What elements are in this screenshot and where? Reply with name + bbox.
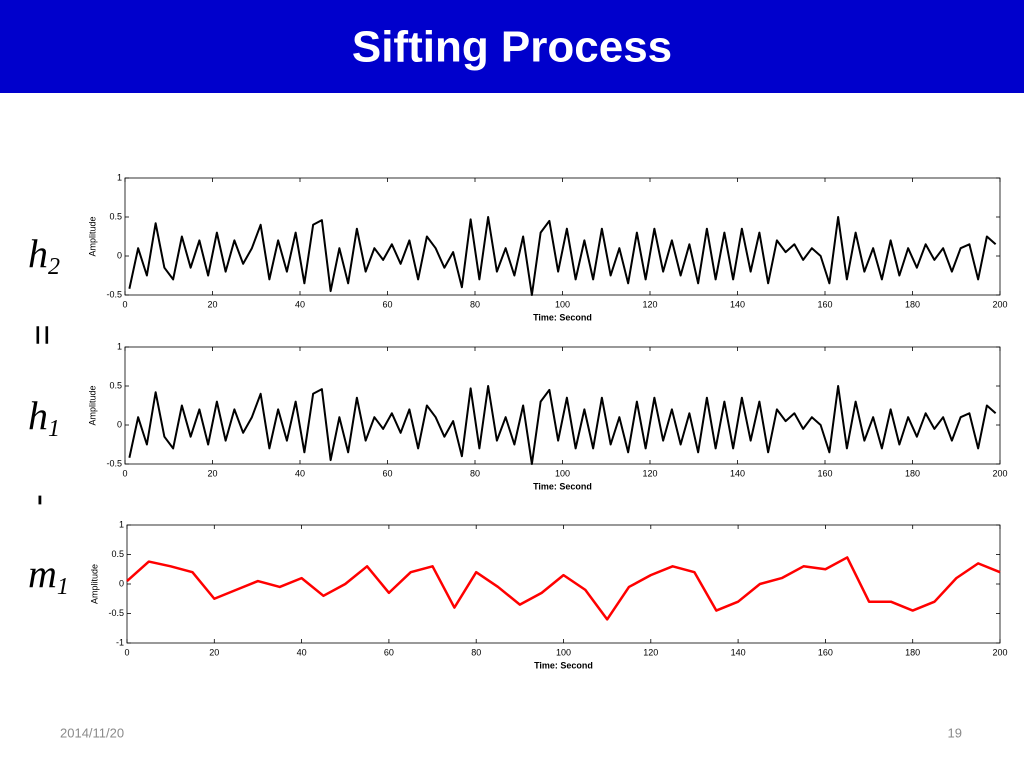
label-base: h bbox=[28, 393, 48, 438]
x-tick-label: 200 bbox=[992, 647, 1007, 657]
data-line bbox=[128, 216, 997, 296]
slide-page: 19 bbox=[948, 725, 962, 740]
x-tick-label: 180 bbox=[905, 468, 920, 478]
x-tick-label: 140 bbox=[730, 299, 745, 309]
y-tick-label: -0.5 bbox=[106, 289, 122, 299]
x-tick-label: 20 bbox=[209, 647, 219, 657]
data-line bbox=[126, 556, 1001, 621]
x-tick-label: 0 bbox=[122, 299, 127, 309]
side-sign: = bbox=[22, 324, 63, 345]
side-label: h1 bbox=[28, 393, 60, 441]
y-tick-label: 0.5 bbox=[111, 549, 124, 559]
x-tick-label: 160 bbox=[817, 468, 832, 478]
x-tick-label: 20 bbox=[207, 468, 217, 478]
y-tick-label: 0.5 bbox=[109, 380, 122, 390]
x-tick-label: 80 bbox=[470, 468, 480, 478]
x-tick-label: 200 bbox=[992, 299, 1007, 309]
x-tick-label: 100 bbox=[556, 647, 571, 657]
x-tick-label: 160 bbox=[817, 299, 832, 309]
x-tick-label: 0 bbox=[122, 468, 127, 478]
y-tick-label: -0.5 bbox=[106, 458, 122, 468]
x-tick-label: 140 bbox=[730, 468, 745, 478]
x-tick-label: 60 bbox=[382, 299, 392, 309]
label-base: h bbox=[28, 231, 48, 276]
y-axis-label: Amplitude bbox=[87, 216, 97, 256]
label-sub: 2 bbox=[48, 254, 60, 280]
x-tick-label: 60 bbox=[382, 468, 392, 478]
x-tick-label: 80 bbox=[471, 647, 481, 657]
x-tick-label: 100 bbox=[555, 299, 570, 309]
side-sign: - bbox=[22, 494, 63, 506]
x-axis-label: Time: Second bbox=[533, 312, 592, 322]
x-tick-label: 140 bbox=[731, 647, 746, 657]
y-tick-label: 0 bbox=[117, 419, 122, 429]
x-tick-label: 60 bbox=[384, 647, 394, 657]
y-axis-label: Amplitude bbox=[87, 385, 97, 425]
slide-title: Sifting Process bbox=[352, 23, 672, 72]
x-tick-label: 40 bbox=[295, 468, 305, 478]
slide-date: 2014/11/20 bbox=[60, 725, 124, 740]
x-tick-label: 180 bbox=[905, 647, 920, 657]
x-tick-label: 200 bbox=[992, 468, 1007, 478]
x-tick-label: 180 bbox=[905, 299, 920, 309]
x-tick-label: 100 bbox=[555, 468, 570, 478]
y-tick-label: 0 bbox=[119, 578, 124, 588]
label-sub: 1 bbox=[57, 574, 69, 600]
x-axis-label: Time: Second bbox=[534, 660, 593, 670]
label-base: m bbox=[28, 551, 57, 596]
side-label: h2 bbox=[28, 231, 60, 279]
y-tick-label: -0.5 bbox=[108, 608, 124, 618]
y-tick-label: 1 bbox=[119, 519, 124, 529]
x-tick-label: 20 bbox=[207, 299, 217, 309]
x-tick-label: 120 bbox=[642, 299, 657, 309]
y-tick-label: 1 bbox=[117, 341, 122, 351]
x-tick-label: 40 bbox=[295, 299, 305, 309]
title-bar bbox=[0, 0, 1024, 93]
label-sub: 1 bbox=[48, 416, 60, 442]
x-tick-label: 120 bbox=[643, 647, 658, 657]
x-tick-label: 120 bbox=[642, 468, 657, 478]
y-tick-label: 0 bbox=[117, 250, 122, 260]
x-tick-label: 40 bbox=[297, 647, 307, 657]
y-tick-label: 0.5 bbox=[109, 211, 122, 221]
x-tick-label: 80 bbox=[470, 299, 480, 309]
y-axis-label: Amplitude bbox=[89, 564, 99, 604]
plot-frame bbox=[126, 524, 1001, 644]
side-label: m1 bbox=[28, 551, 69, 599]
x-tick-label: 160 bbox=[818, 647, 833, 657]
x-tick-label: 0 bbox=[124, 647, 129, 657]
y-tick-label: -1 bbox=[116, 637, 124, 647]
data-line bbox=[128, 385, 997, 465]
y-tick-label: 1 bbox=[117, 172, 122, 182]
x-axis-label: Time: Second bbox=[533, 481, 592, 491]
